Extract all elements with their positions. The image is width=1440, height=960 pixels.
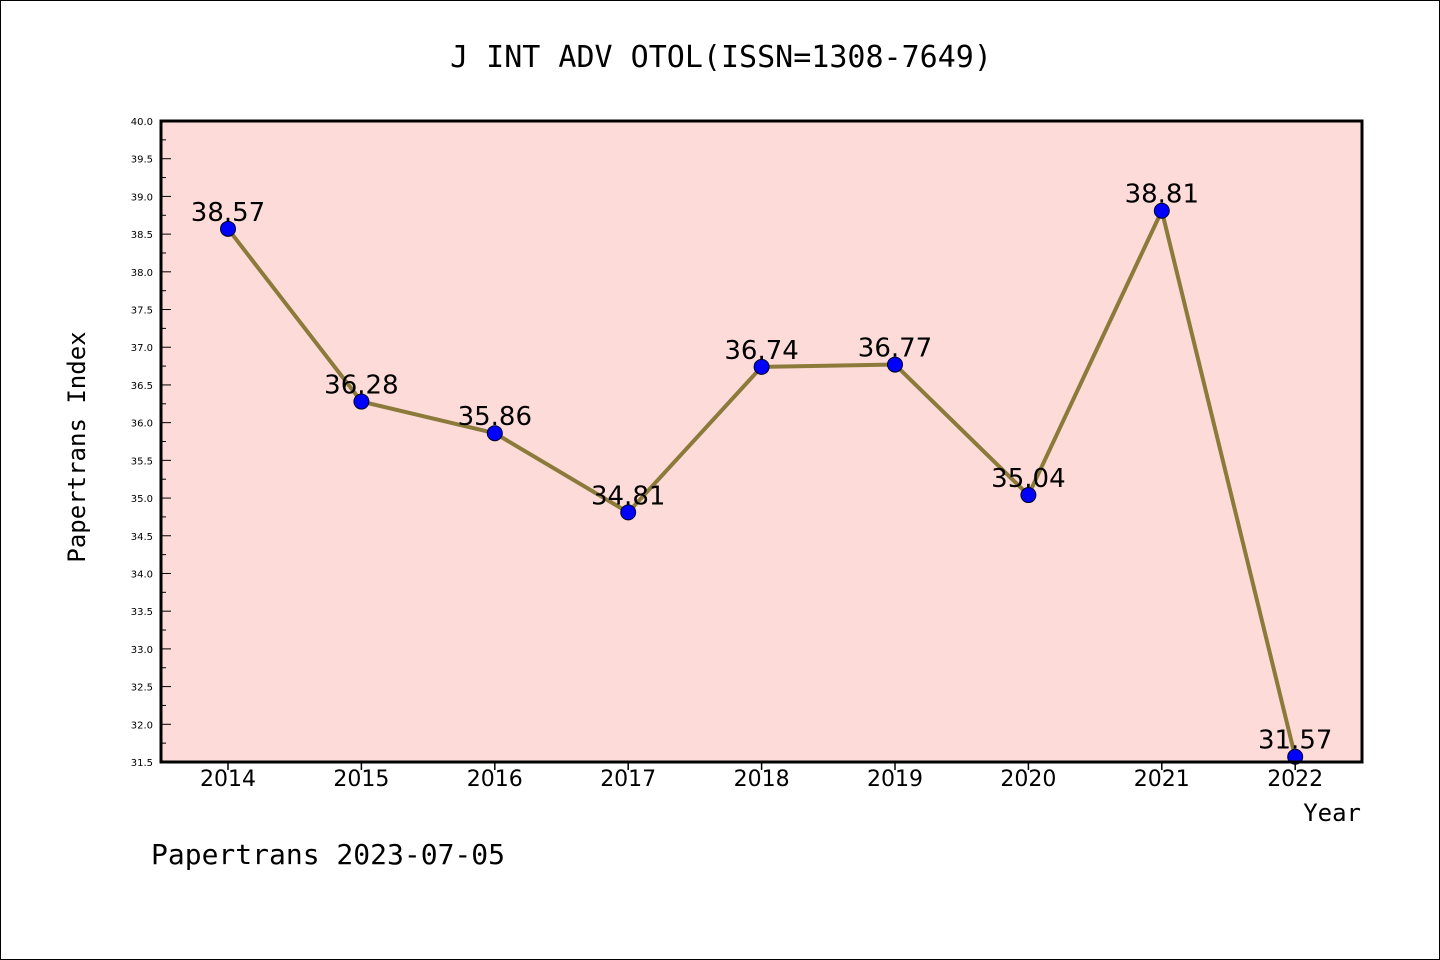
- data-label: 31.57: [1258, 726, 1332, 756]
- data-label: 36.28: [324, 371, 398, 401]
- x-tick-label: 2021: [1134, 767, 1190, 792]
- data-point-marker: [753, 358, 770, 375]
- chart-title: J INT ADV OTOL(ISSN=1308-7649): [450, 40, 992, 75]
- series-layer: 38.57 36.28 35.86 34.81 36.74 36.77 35.04 38.81…: [191, 180, 1332, 765]
- x-tick-label: 2017: [600, 767, 656, 792]
- data-point-marker: [620, 504, 637, 521]
- footer-text: Papertrans 2023-07-05: [151, 838, 505, 871]
- y-tick-label: 32.0: [131, 720, 153, 731]
- data-label: 36.74: [724, 336, 798, 366]
- x-tick-label: 2020: [1000, 767, 1056, 792]
- x-tick-label: 2018: [734, 767, 790, 792]
- data-label: 38.81: [1125, 180, 1199, 210]
- x-axis: 2014 2015 2016 2017 2018 2019 2020 2021 2022: [200, 762, 1323, 792]
- y-tick-label: 38.5: [131, 230, 153, 241]
- y-tick-label: 38.0: [131, 268, 153, 279]
- y-tick-label: 40.0: [131, 117, 153, 128]
- y-tick-label: 39.0: [131, 192, 153, 203]
- x-tick-label: 2016: [467, 767, 523, 792]
- data-label: 38.57: [191, 198, 265, 228]
- data-point-marker: [1153, 202, 1170, 219]
- y-tick-label: 37.5: [131, 306, 153, 317]
- y-tick-label: 37.0: [131, 343, 153, 354]
- x-tick-label: 2022: [1267, 767, 1323, 792]
- data-point-marker: [1287, 748, 1304, 765]
- y-tick-label: 33.5: [131, 607, 153, 618]
- y-tick-label: 34.0: [131, 569, 153, 580]
- y-axis-label: Papertrans Index: [63, 331, 91, 562]
- y-tick-label: 31.5: [131, 758, 153, 769]
- data-point-marker: [1020, 487, 1037, 504]
- data-point-marker: [486, 425, 503, 442]
- data-label: 35.04: [991, 464, 1065, 494]
- y-tick-label: 39.5: [131, 155, 153, 166]
- y-tick-label: 33.0: [131, 645, 153, 656]
- y-tick-label: 32.5: [131, 683, 153, 694]
- data-point-marker: [353, 393, 370, 410]
- data-point-marker: [887, 356, 903, 373]
- plot-area: [161, 121, 1362, 762]
- y-tick-label: 34.5: [131, 532, 153, 543]
- y-tick-label: 35.5: [131, 456, 153, 467]
- x-tick-label: 2015: [333, 767, 389, 792]
- x-tick-label: 2014: [200, 767, 256, 792]
- y-tick-label: 36.0: [131, 419, 153, 430]
- data-label: 35.86: [458, 402, 532, 432]
- y-tick-label: 35.0: [131, 494, 153, 505]
- x-tick-label: 2019: [867, 767, 923, 792]
- y-tick-label: 36.5: [131, 381, 153, 392]
- data-point-marker: [220, 220, 236, 237]
- data-label: 36.77: [858, 334, 932, 364]
- x-axis-label: Year: [1303, 799, 1361, 827]
- data-label: 34.81: [591, 481, 665, 511]
- plot-frame: [159, 119, 1364, 764]
- y-axis: 31.5 32.0 32.5 33.0 33.5 34.0 34.5 35.0 35.5 36.0…: [131, 117, 171, 769]
